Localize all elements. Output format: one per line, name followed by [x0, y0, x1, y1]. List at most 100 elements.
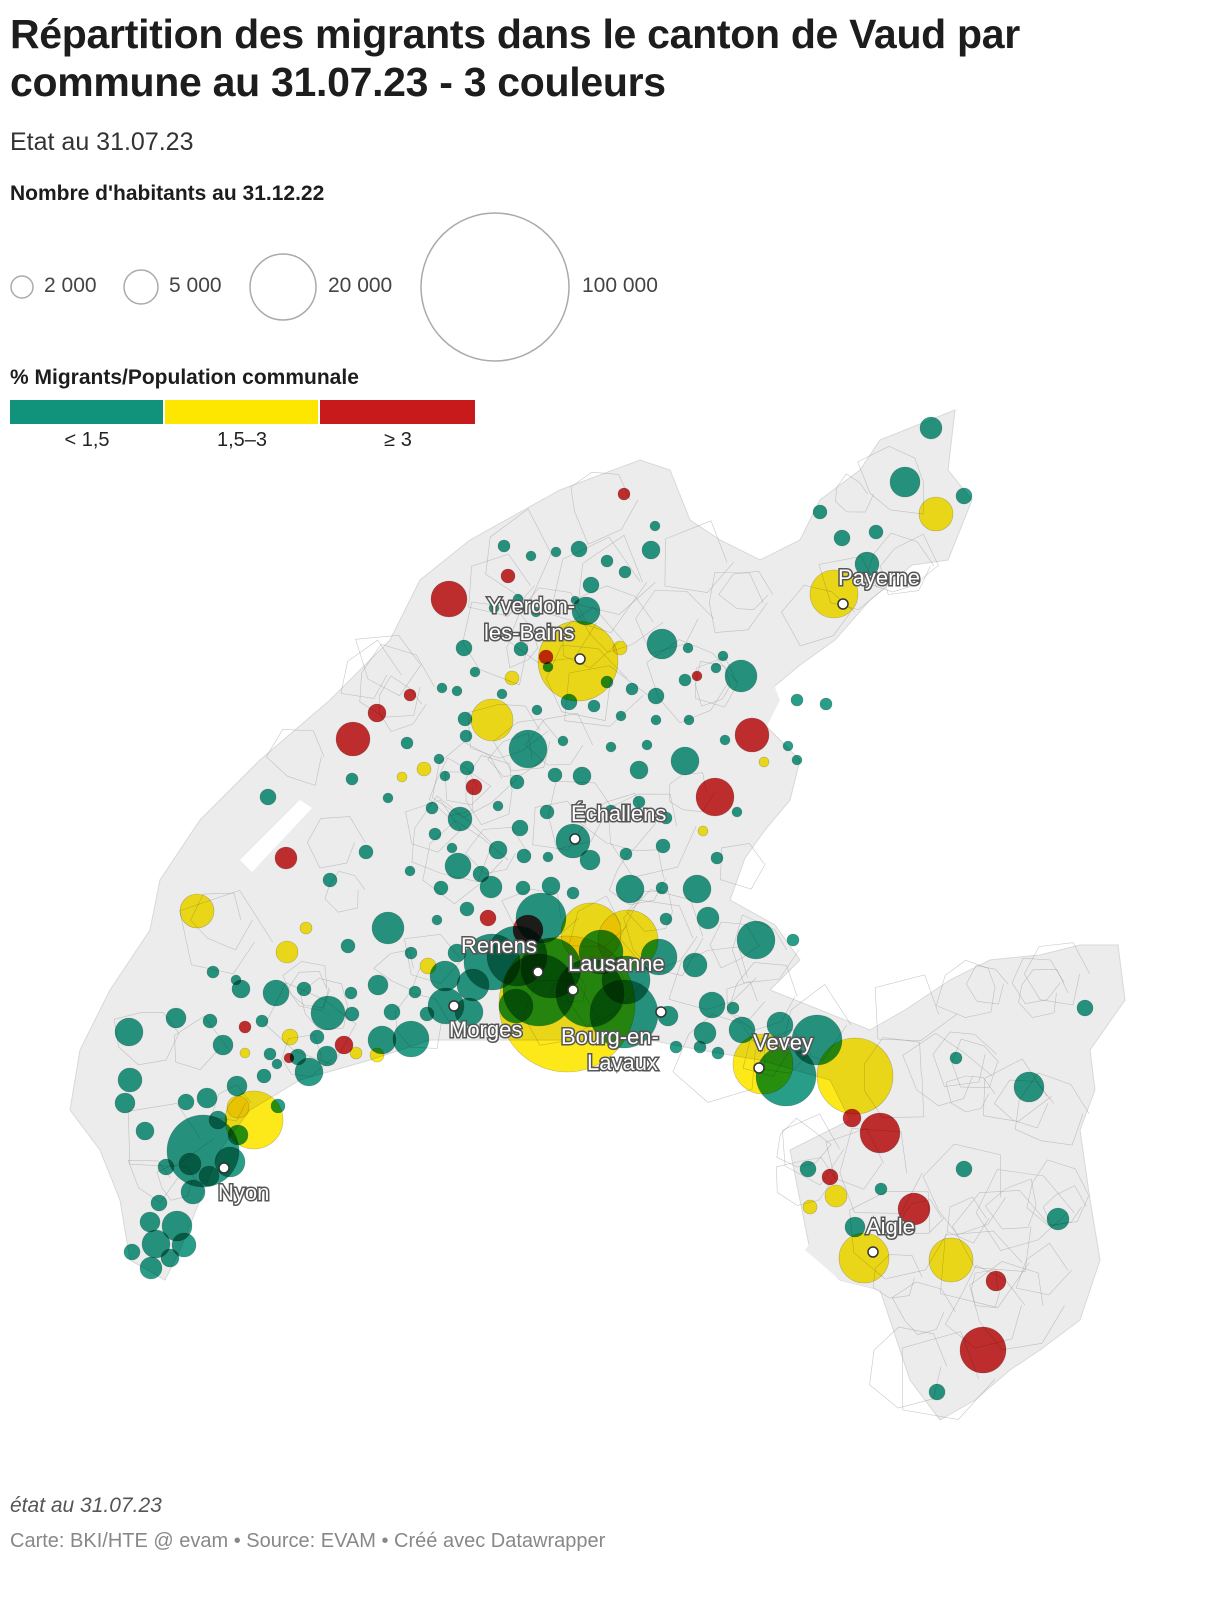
commune-bubble	[179, 893, 215, 929]
commune-bubble	[670, 746, 700, 776]
commune-bubble	[459, 760, 475, 776]
commune-bubble	[455, 639, 473, 657]
commune-bubble	[283, 1052, 295, 1064]
size-legend-label-5000: 5 000	[169, 274, 222, 297]
commune-bubble	[345, 772, 359, 786]
city-label-aigle: Aigle	[866, 1214, 915, 1239]
commune-bubble	[531, 704, 543, 716]
commune-bubble	[710, 851, 724, 865]
commune-bubble	[238, 1020, 252, 1034]
commune-bubble	[758, 756, 770, 768]
commune-bubble	[1046, 1207, 1070, 1231]
commune-bubble	[513, 641, 529, 657]
chart-subtitle: Etat au 31.07.23	[10, 128, 194, 156]
commune-bubble	[1013, 1071, 1045, 1103]
commune-bubble	[560, 693, 578, 711]
commune-bubble	[711, 1046, 725, 1060]
commune-bubble	[587, 699, 601, 713]
commune-bubble	[383, 1003, 401, 1021]
commune-bubble	[550, 546, 562, 558]
commune-bubble	[459, 901, 475, 917]
commune-border	[465, 755, 513, 825]
commune-bubble	[310, 995, 346, 1031]
commune-bubble	[270, 1098, 286, 1114]
commune-bubble	[171, 1232, 197, 1258]
commune-bubble	[615, 874, 645, 904]
commune-bubble	[419, 1006, 435, 1022]
commune-border	[668, 946, 757, 1010]
commune-bubble	[226, 1095, 250, 1119]
commune-bubble	[659, 811, 673, 825]
commune-bubble	[646, 628, 678, 660]
commune-border	[835, 473, 874, 513]
commune-bubble	[367, 703, 387, 723]
commune-bubble	[819, 697, 833, 711]
commune-bubble	[693, 1040, 707, 1054]
commune-border	[879, 533, 940, 595]
commune-bubble	[392, 1020, 430, 1058]
commune-bubble	[790, 693, 804, 707]
commune-bubble	[496, 688, 508, 700]
commune-border	[1023, 942, 1091, 1006]
commune-bubble	[157, 1158, 175, 1176]
commune-bubble	[918, 496, 954, 532]
commune-bubble	[824, 1184, 848, 1208]
commune-bubble	[897, 1192, 931, 1226]
commune-bubble	[719, 734, 731, 746]
commune-bubble	[625, 682, 639, 696]
commune-border	[492, 718, 560, 772]
commune-bubble	[465, 778, 483, 796]
commune-bubble	[504, 670, 520, 686]
commune-bubble	[444, 852, 472, 880]
commune-bubble	[433, 880, 449, 896]
commune-bubble	[436, 682, 448, 694]
commune-bubble	[497, 539, 511, 553]
color-legend-label-high: ≥ 3	[384, 429, 412, 451]
commune-bubble	[697, 825, 709, 837]
commune-bubble	[682, 642, 694, 654]
city-marker-vevey	[753, 1062, 765, 1074]
commune-bubble	[447, 806, 473, 832]
commune-bubble	[515, 880, 531, 896]
commune-bubble	[557, 735, 569, 747]
commune-border	[432, 741, 518, 819]
commune-bubble	[530, 606, 542, 618]
commune-bubble	[766, 1011, 794, 1039]
commune-border	[299, 977, 349, 1030]
commune-bubble	[955, 487, 973, 505]
commune-bubble	[695, 777, 735, 817]
commune-bubble	[512, 593, 524, 605]
commune-border	[422, 820, 509, 905]
footnote: état au 31.07.23	[10, 1494, 162, 1517]
commune-bubble	[542, 851, 554, 863]
commune-bubble	[511, 819, 529, 837]
commune-bubble	[334, 1035, 354, 1055]
commune-bubble	[693, 1021, 717, 1045]
commune-bubble	[349, 1046, 363, 1060]
commune-bubble	[833, 529, 851, 547]
commune-bubble	[439, 770, 451, 782]
commune-bubble	[198, 1165, 220, 1187]
commune-border	[307, 816, 366, 869]
commune-bubble	[177, 1093, 195, 1111]
commune-border	[646, 639, 738, 724]
commune-border	[1026, 1159, 1090, 1226]
size-legend-label-2000: 2 000	[44, 274, 97, 297]
commune-bubble	[358, 844, 374, 860]
commune-bubble	[500, 568, 516, 584]
commune-bubble	[281, 1028, 299, 1046]
commune-bubble	[512, 914, 544, 946]
commune-border	[932, 1031, 998, 1087]
commune-bubble	[227, 1124, 249, 1146]
city-marker-payerne	[837, 598, 849, 610]
size-legend-label-100000: 100 000	[582, 274, 658, 297]
commune-bubble	[570, 540, 588, 558]
city-marker-renens	[532, 966, 544, 978]
commune-bubble	[139, 1256, 163, 1280]
color-legend-swatch-low	[10, 400, 163, 424]
commune-bubble	[516, 848, 532, 864]
commune-bubble	[294, 1057, 324, 1087]
commune-bubble	[202, 1013, 218, 1029]
commune-bubble	[208, 1110, 228, 1130]
commune-bubble	[263, 1047, 277, 1061]
